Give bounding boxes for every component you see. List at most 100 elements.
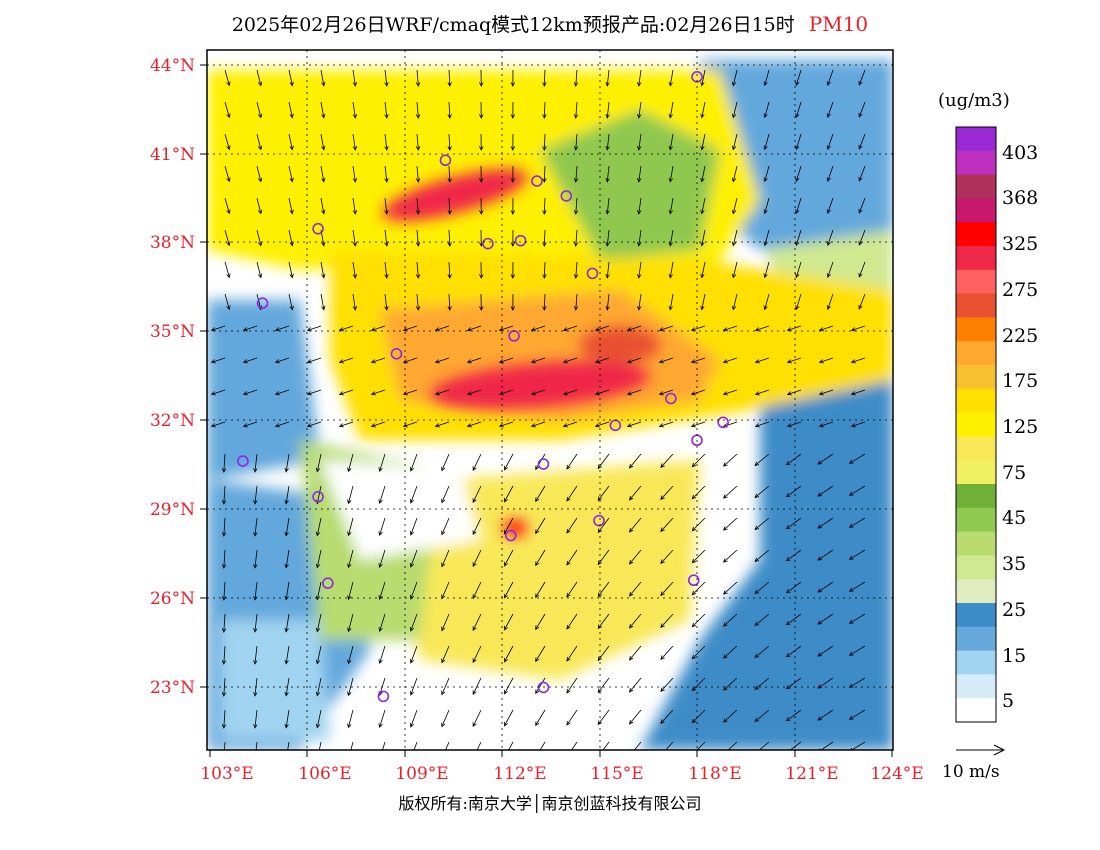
wind-arrow-head [378,563,383,569]
wind-arrow-head [763,113,768,119]
wind-arrow [275,389,290,395]
wind-arrow-head [254,756,258,760]
wind-arrow [254,709,258,728]
wind-arrow [288,69,293,86]
lat-label-38n: 38°N [149,233,195,253]
wind-arrow [566,485,578,502]
wind-arrow [348,709,354,728]
wind-arrow-head [573,82,579,87]
station-marker [560,190,573,202]
wind-arrow [256,165,262,182]
wind-arrow [849,677,866,688]
wind-arrow [606,69,610,86]
wind-arrow [755,325,770,331]
wind-arrow-head [284,691,289,697]
wind-arrow [669,197,674,214]
colorbar-swatch [956,293,996,318]
wind-arrow [535,549,546,566]
wind-arrow-head [503,497,508,503]
wind-arrow-head [510,114,516,119]
wind-arrow-head [441,658,446,664]
wind-arrow [849,549,866,560]
wind-arrow [472,645,482,663]
wind-arrow-head [378,723,383,729]
station-marker [322,577,334,589]
wind-arrow [348,549,354,568]
wind-arrow-head [384,114,389,119]
wind-arrow-head [315,659,321,665]
west-blue [207,300,320,480]
wind-arrow-head [535,497,540,503]
wind-arrow [352,165,356,182]
wind-arrow-head [858,208,863,214]
wind-arrow-head [795,305,800,311]
wind-arrow [504,613,514,631]
wind-arrow [691,549,706,564]
wind-arrow [413,741,418,750]
wind-arrow [379,453,386,472]
wind-arrow-head [567,753,570,757]
wind-arrow [575,69,578,86]
wind-arrow-head [594,423,600,428]
wind-arrow [435,389,450,395]
wind-arrow-head [786,391,792,396]
wind-arrow-head [722,359,728,364]
north-green [540,110,720,260]
map-frame [206,49,894,751]
wind-arrow [499,325,514,331]
wind-arrow [723,485,738,499]
wind-arrow-head [858,112,863,118]
wind-arrow [858,229,866,246]
wind-arrow-head [409,562,414,568]
wind-arrow-head [503,657,508,663]
wind-arrow [288,261,293,278]
wind-arrow-head [566,528,571,534]
wind-arrow-head [409,690,414,696]
wind-arrow-head [530,423,536,428]
wind-arrow-head [289,241,294,247]
wind-arrow [339,325,354,331]
wind-arrow [352,229,356,246]
wind-arrow [696,741,706,750]
wind-arrow-head [409,530,414,536]
wind-arrow-head [257,145,263,151]
wind-arrow-head [660,655,665,660]
wind-arrow [575,197,578,214]
lat-label-35n: 35°N [149,322,195,342]
colorbar-swatch [956,460,996,485]
wind-arrow-head [661,751,665,755]
wind-arrow [669,261,674,278]
wind-arrow-head [274,359,280,364]
wind-arrow [320,165,325,182]
wind-arrow-head [700,177,705,183]
wind-arrow-head [858,304,863,310]
wind-arrow [597,645,610,661]
wind-arrow [786,645,802,658]
wind-arrow-head [306,391,312,396]
wind-arrow [441,517,450,535]
wind-arrow [416,165,419,182]
wind-arrow-head [321,81,326,87]
colorbar-swatch [956,698,996,723]
wind-arrow-head [347,627,352,633]
wind-arrow [435,421,450,427]
wind-arrow [691,677,706,692]
wind-arrow [817,645,834,657]
wind-arrow-head [754,717,760,723]
wind-arrow [595,357,610,363]
wind-arrow-head [535,721,540,727]
wind-arrow [223,517,226,536]
wind-arrow-head [668,209,673,215]
colorbar-swatch [956,317,996,342]
wind-arrow-head [691,686,697,692]
wind-arrow [691,613,706,628]
wind-arrow [256,261,262,278]
wind-arrow [849,645,866,656]
wind-arrow [817,485,834,497]
wind-arrow [379,581,386,600]
wind-arrow [795,69,802,86]
wind-arrow [320,293,325,310]
wind-arrow [320,197,325,214]
wind-arrow-head [226,305,231,311]
wind-arrow [379,709,386,728]
